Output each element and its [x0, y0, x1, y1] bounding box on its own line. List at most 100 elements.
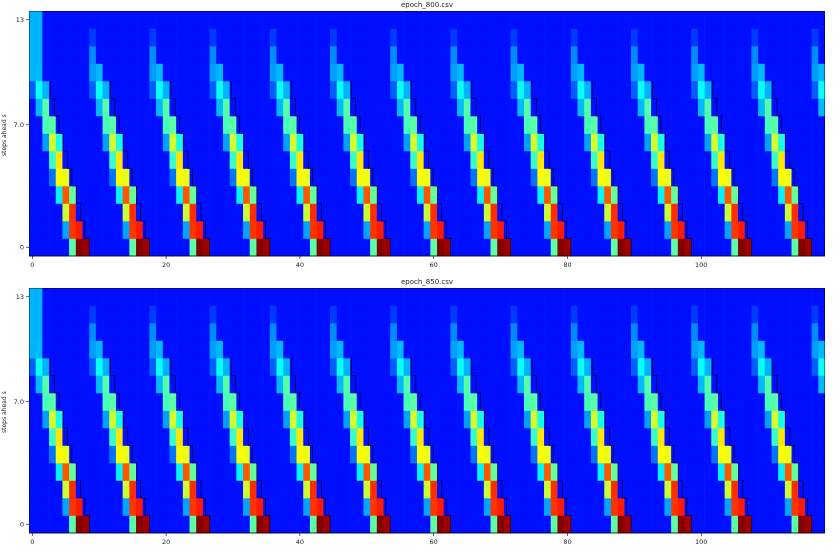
heatmap-cell — [249, 46, 257, 64]
heatmap-cell — [196, 288, 204, 306]
heatmap-cell — [316, 375, 324, 394]
heatmap-cell — [229, 151, 237, 169]
heatmap-cell — [758, 515, 766, 534]
heatmap-cell — [470, 375, 478, 394]
heatmap-cell — [771, 358, 779, 376]
heatmap-cell — [236, 11, 244, 29]
heatmap-cell — [256, 445, 264, 464]
heatmap-cell — [483, 133, 491, 152]
heatmap-cell — [724, 305, 732, 324]
heatmap-cell — [804, 63, 812, 82]
heatmap-cell — [731, 480, 739, 499]
heatmap-cell — [276, 98, 284, 117]
heatmap-cell — [477, 46, 485, 64]
heatmap-cell — [109, 498, 117, 516]
heatmap-cell — [697, 375, 705, 394]
heatmap-cell — [249, 133, 257, 152]
heatmap-cell — [564, 133, 572, 152]
heatmap-cell — [664, 445, 672, 464]
heatmap-cell — [731, 151, 739, 169]
heatmap-cell — [202, 28, 210, 47]
heatmap-cell — [189, 288, 197, 306]
heatmap-cell — [222, 358, 230, 376]
heatmap-cell — [744, 498, 752, 516]
heatmap-cell — [764, 116, 772, 134]
heatmap-cell — [544, 498, 552, 516]
heatmap-cell — [269, 323, 277, 341]
heatmap-cell — [263, 151, 271, 169]
heatmap-cell — [370, 410, 378, 429]
heatmap-cell — [497, 11, 505, 29]
heatmap-cell — [778, 133, 786, 152]
heatmap-cell — [189, 358, 197, 376]
heatmap-cell — [577, 358, 585, 376]
heatmap-cell — [243, 238, 251, 257]
heatmap-cell — [450, 63, 458, 82]
heatmap-cell — [557, 28, 565, 47]
heatmap-cell — [791, 151, 799, 169]
heatmap-cell — [544, 221, 552, 239]
heatmap-cell — [510, 81, 518, 99]
heatmap-cell — [289, 305, 297, 324]
heatmap-cell — [724, 498, 732, 516]
heatmap-cell — [169, 151, 177, 169]
heatmap-cell — [544, 46, 552, 64]
overlay-lines — [50, 358, 812, 533]
heatmap-cell — [477, 480, 485, 499]
heatmap-cell — [156, 340, 164, 359]
heatmap-cell — [49, 393, 57, 411]
heatmap-cell — [149, 168, 157, 187]
heatmap-cell — [269, 445, 277, 464]
y-tick-label: 7.0 — [14, 398, 24, 406]
heatmap-cell — [530, 445, 538, 464]
heatmap-cell — [530, 63, 538, 82]
heatmap-cell — [450, 515, 458, 534]
heatmap-cell — [778, 428, 786, 446]
heatmap-cell — [296, 221, 304, 239]
heatmap-cell — [189, 498, 197, 516]
heatmap-cell — [644, 186, 652, 204]
heatmap-cell — [711, 81, 719, 99]
heatmap-cell — [35, 305, 43, 324]
heatmap-cell — [450, 221, 458, 239]
heatmap-cell — [704, 358, 712, 376]
heatmap-cell — [196, 238, 204, 257]
heatmap-cell — [129, 203, 137, 222]
heatmap-cell — [69, 238, 77, 257]
heatmap-cell — [209, 203, 217, 222]
heatmap-cell — [122, 238, 130, 257]
heatmap-cell — [764, 428, 772, 446]
heatmap-cell — [350, 375, 358, 394]
heatmap-cell — [537, 375, 545, 394]
heatmap-cell — [657, 203, 665, 222]
heatmap-cell — [109, 98, 117, 117]
heatmap-cell — [778, 305, 786, 324]
heatmap-cell — [691, 305, 699, 324]
heatmap-cell — [256, 221, 264, 239]
heatmap-cell — [383, 428, 391, 446]
heatmap-cell — [209, 81, 217, 99]
heatmap-cell — [818, 81, 825, 99]
heatmap-panel-epoch-850: epoch_850.csv steps ahead s 0 20 40 60 80 100… — [0, 277, 840, 553]
heatmap-cell — [356, 463, 364, 481]
heatmap-cell — [517, 410, 525, 429]
heatmap-cell — [691, 410, 699, 429]
heatmap-cell — [303, 323, 311, 341]
heatmap-cell — [544, 28, 552, 47]
heatmap-cell — [804, 323, 812, 341]
heatmap-cell — [416, 98, 424, 117]
heatmap-cell — [102, 28, 110, 47]
heatmap-cell — [236, 410, 244, 429]
heatmap-cell — [55, 151, 63, 169]
heatmap-cell — [430, 46, 438, 64]
heatmap-cell — [677, 445, 685, 464]
heatmap-cell — [450, 11, 458, 29]
heatmap-cell — [236, 375, 244, 394]
heatmap-cell — [376, 288, 384, 306]
heatmap-cell — [156, 288, 164, 306]
heatmap-cell — [804, 151, 812, 169]
heatmap-cell — [396, 46, 404, 64]
heatmap-cell — [323, 98, 331, 117]
heatmap-cell — [523, 46, 531, 64]
heatmap-cell — [544, 81, 552, 99]
